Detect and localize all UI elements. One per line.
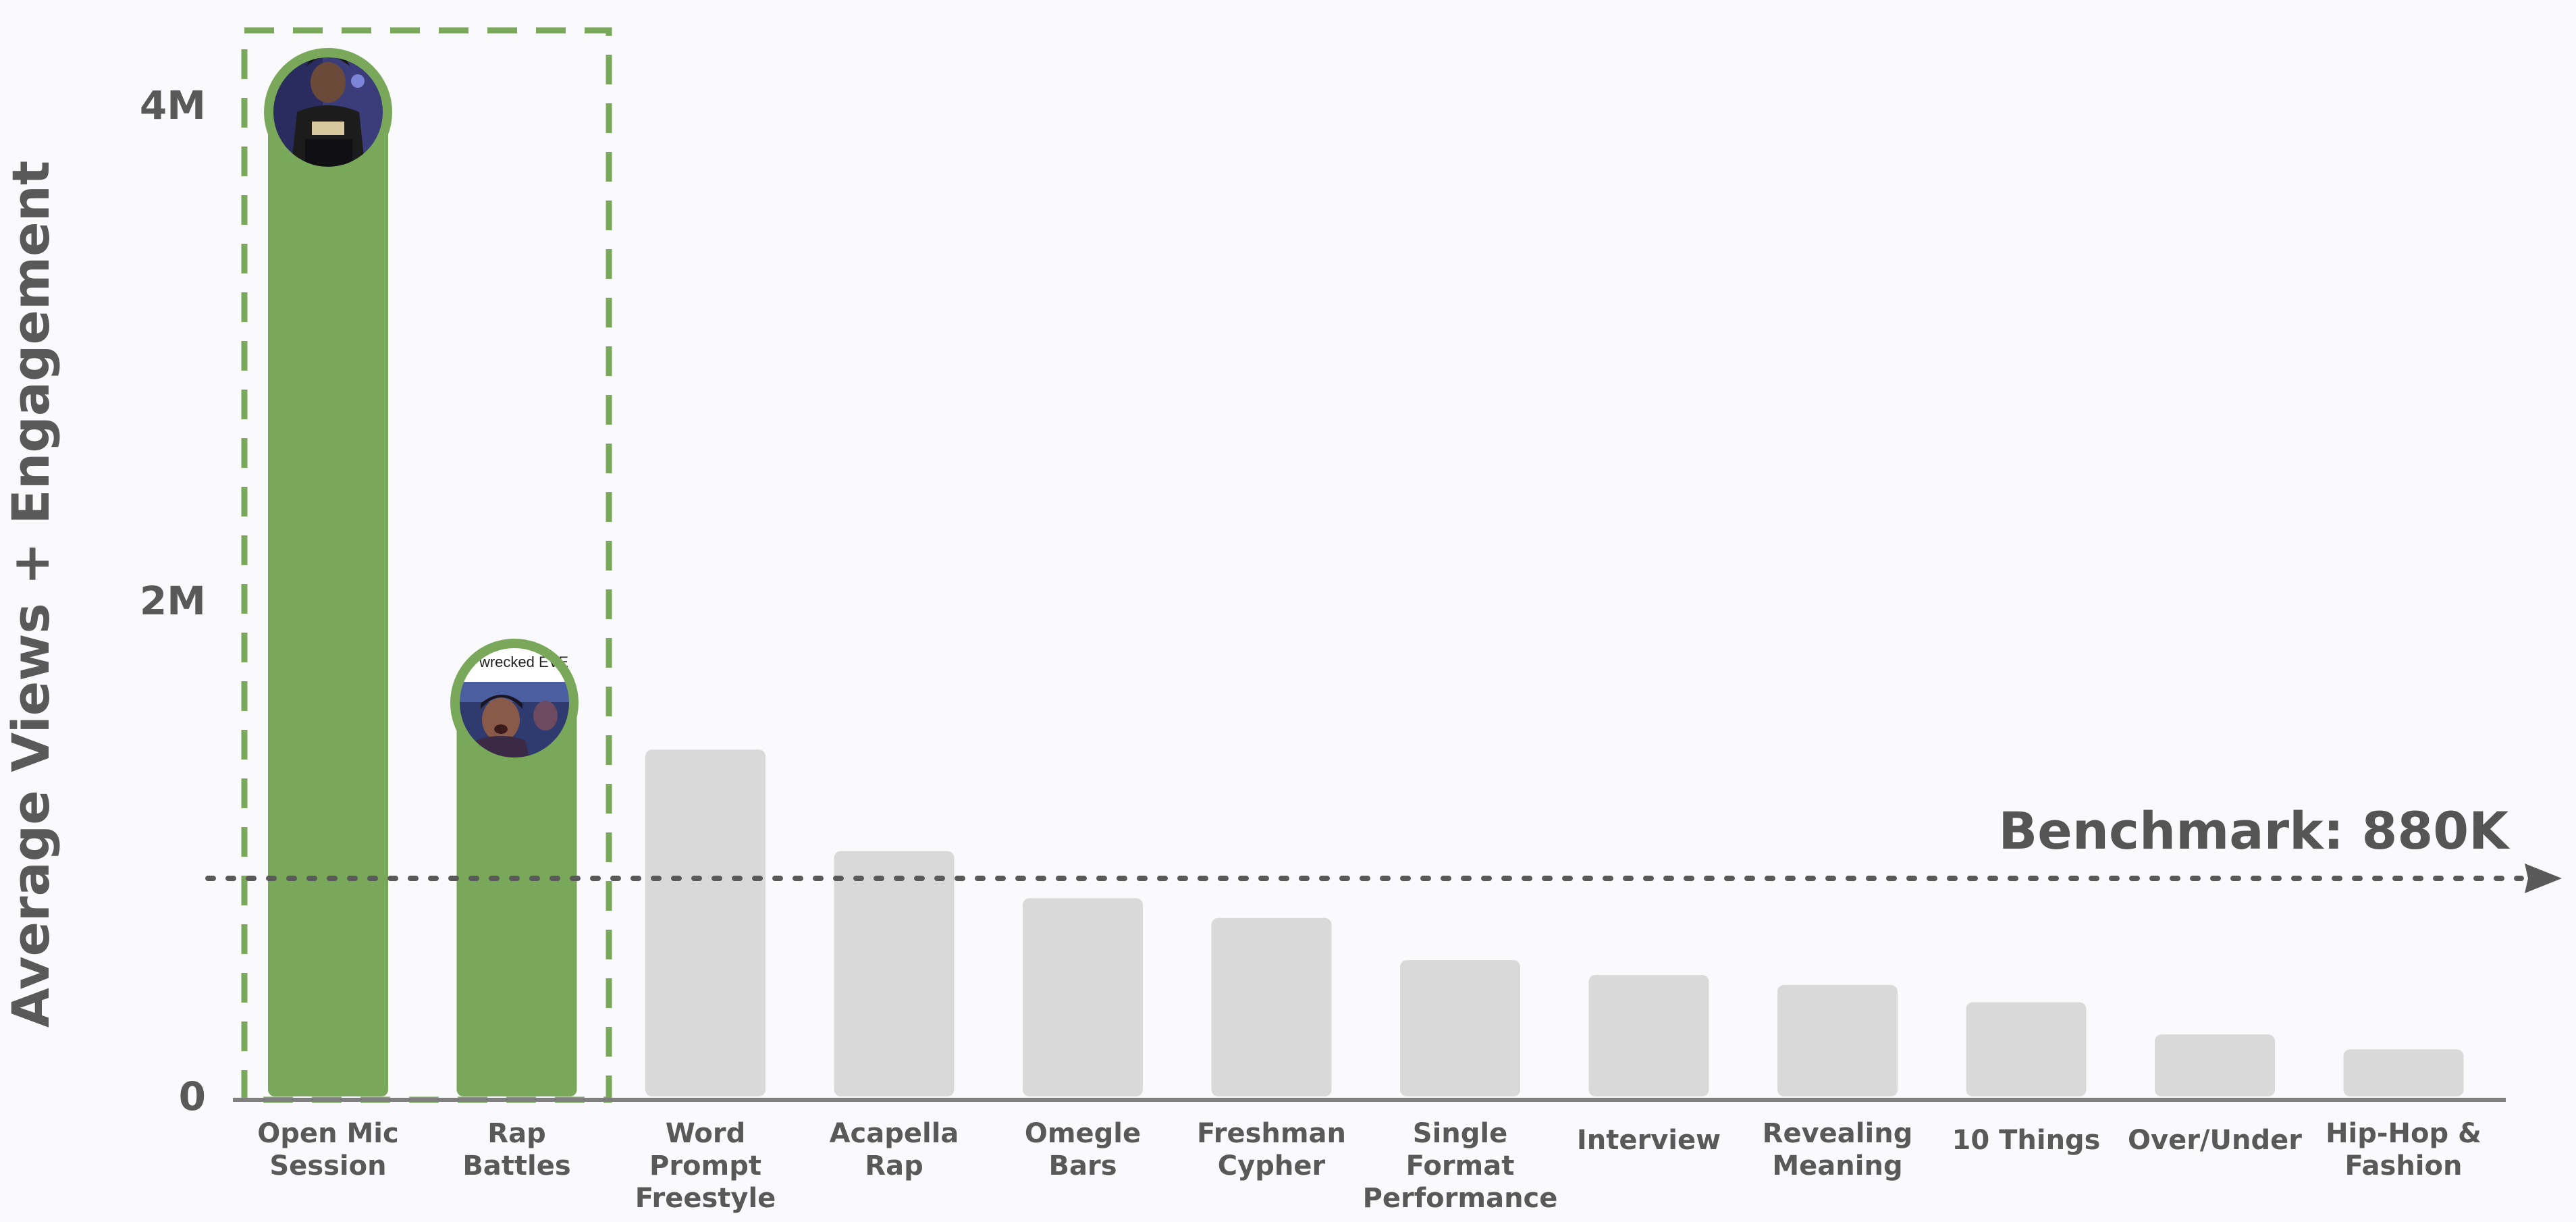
category-label-line: Revealing <box>1763 1118 1913 1149</box>
bar <box>268 117 388 1097</box>
category-label: Open Mic Session <box>257 1118 398 1181</box>
benchmark-label: Benchmark: 880K <box>1998 801 2511 861</box>
category-label: Omegle Bars <box>1025 1118 1141 1181</box>
category-label: Hip-Hop & Fashion <box>2326 1118 2481 1181</box>
bar <box>1777 984 1898 1096</box>
category-label-line: 10 Things <box>1952 1125 2101 1156</box>
category-label-line: Rap <box>865 1150 923 1181</box>
category-label-line: Acapella <box>830 1118 959 1149</box>
category-label-line: Bars <box>1048 1150 1117 1181</box>
y-tick-label: 2M <box>140 578 206 624</box>
y-tick-label: 4M <box>140 82 206 128</box>
category-label: Over/Under <box>2128 1125 2302 1156</box>
category-label-line: Format <box>1406 1150 1515 1181</box>
bar <box>456 705 577 1096</box>
category-label-line: Single <box>1413 1118 1507 1149</box>
bar <box>1588 975 1709 1096</box>
y-axis-ticks: 0 2M 4M <box>140 82 206 1119</box>
bars <box>268 117 2464 1097</box>
category-label-line: Over/Under <box>2128 1125 2302 1156</box>
category-label-line: Cypher <box>1218 1150 1326 1181</box>
bar <box>2343 1049 2464 1096</box>
bar <box>1400 960 1520 1096</box>
category-label: Word Prompt Freestyle <box>635 1118 776 1214</box>
category-label-line: Meaning <box>1772 1150 1902 1181</box>
category-label-line: Rap <box>487 1118 545 1149</box>
category-label-line: Hip-Hop & <box>2326 1118 2481 1149</box>
category-label-line: Freestyle <box>635 1183 776 1214</box>
category-label-line: Fashion <box>2345 1150 2463 1181</box>
thumbnail-rap-battles: wrecked EVE <box>450 639 579 767</box>
category-label: Interview <box>1577 1125 1721 1156</box>
category-label-line: Interview <box>1577 1125 1721 1156</box>
category-label-line: Prompt <box>649 1150 761 1181</box>
bar <box>645 749 766 1096</box>
bar <box>834 851 955 1096</box>
bar <box>2155 1034 2275 1096</box>
category-label: 10 Things <box>1952 1125 2101 1156</box>
category-label: Single Format Performance <box>1363 1118 1558 1214</box>
thumbnail-open-mic <box>264 48 392 176</box>
bar <box>1966 1002 2087 1096</box>
category-label: Freshman Cypher <box>1197 1118 1346 1181</box>
category-label: Rap Battles <box>462 1118 570 1181</box>
category-label-line: Open Mic <box>257 1118 398 1149</box>
category-label-line: Performance <box>1363 1183 1558 1214</box>
category-label-line: Session <box>269 1150 386 1181</box>
category-label: Revealing Meaning <box>1763 1118 1913 1181</box>
bar <box>1023 898 1143 1096</box>
category-label-line: Freshman <box>1197 1118 1346 1149</box>
category-label-line: Omegle <box>1025 1118 1141 1149</box>
y-axis-label: Average Views + Engagement <box>1 161 61 1028</box>
y-tick-label: 0 <box>179 1073 206 1119</box>
benchmark: Benchmark: 880K <box>205 801 2562 894</box>
category-label-line: Word <box>666 1118 746 1149</box>
category-label: Acapella Rap <box>830 1118 959 1181</box>
bar <box>1211 918 1332 1096</box>
category-label-line: Battles <box>462 1150 570 1181</box>
benchmark-arrow-icon <box>2525 864 2562 894</box>
